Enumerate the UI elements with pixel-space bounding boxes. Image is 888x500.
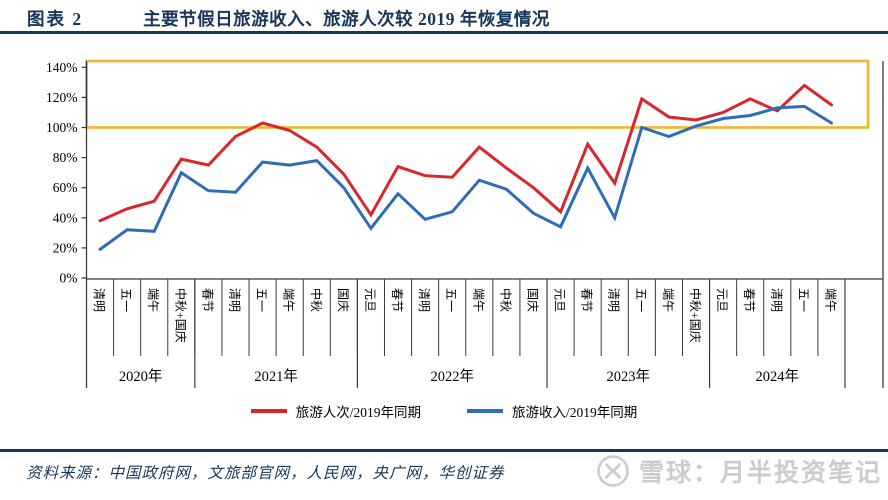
y-tick-label: 100%: [46, 120, 78, 135]
xueqiu-logo-icon: [597, 455, 629, 487]
holiday-label: 国庆: [525, 288, 539, 312]
holiday-label: 中秋+国庆: [688, 288, 703, 343]
year-label: 2020年: [119, 368, 163, 385]
holiday-label: 春节: [742, 288, 756, 312]
figure-title: 主要节假日旅游收入、旅游人次较 2019 年恢复情况: [143, 9, 550, 29]
holiday-label: 清明: [607, 288, 621, 312]
series-line-1: [98, 104, 833, 251]
holiday-label: 端午: [471, 288, 485, 312]
legend-item-revenue: 旅游收入/2019年同期: [467, 401, 637, 421]
holiday-label: 春节: [580, 288, 594, 312]
holiday-label: 端午: [146, 288, 160, 312]
holiday-label: 元旦: [363, 288, 377, 312]
figure-header: 图表 2 主要节假日旅游收入、旅游人次较 2019 年恢复情况: [27, 6, 550, 31]
chart-legend: 旅游人次/2019年同期 旅游收入/2019年同期: [0, 401, 888, 421]
y-tick-label: 60%: [53, 180, 78, 195]
holiday-label: 端午: [661, 288, 675, 312]
holiday-label: 清明: [417, 288, 431, 312]
legend-label-trips: 旅游人次/2019年同期: [295, 405, 421, 420]
chart-area: 0% 20% 40% 60% 80% 100% 120% 140% 清明 五一 端午 中秋+国庆 202…: [0, 44, 888, 392]
year-label: 2022年: [430, 368, 474, 385]
holiday-label: 五一: [119, 288, 133, 312]
holiday-label: 清明: [227, 288, 241, 312]
legend-line-red-icon: [250, 409, 287, 413]
holiday-label: 五一: [444, 288, 458, 312]
year-label: 2021年: [254, 368, 298, 385]
y-tick-label: 0%: [60, 271, 78, 286]
y-tick-label: 80%: [53, 150, 78, 165]
year-label: 2024年: [756, 368, 800, 385]
holiday-label: 五一: [634, 288, 648, 312]
watermark-text: 雪球：月半投资笔记: [638, 459, 882, 487]
axes-frame: [85, 61, 884, 388]
holiday-label: 五一: [796, 288, 810, 312]
legend-item-trips: 旅游人次/2019年同期: [250, 401, 421, 421]
holiday-label: 元旦: [553, 288, 567, 312]
highlight-box-above-100pct: [85, 59, 870, 129]
line-chart: 0%20%40%60%80%100%120%140%清明 五一 端午 中秋+国庆202…: [46, 59, 884, 388]
holiday-label: 清明: [92, 288, 106, 312]
holiday-label: 元旦: [715, 288, 729, 312]
y-tick-label: 140%: [46, 60, 78, 75]
holiday-label: 端午: [282, 288, 296, 312]
figure-label: 图表 2: [27, 9, 84, 29]
holiday-label: 端午: [823, 288, 837, 312]
legend-label-revenue: 旅游收入/2019年同期: [512, 405, 638, 420]
holiday-label: 中秋: [309, 288, 324, 312]
year-label: 2023年: [607, 368, 651, 385]
holiday-label: 清明: [769, 288, 783, 312]
footer-divider: [0, 449, 888, 452]
holiday-label: 春节: [200, 288, 214, 312]
y-tick-label: 40%: [53, 210, 78, 225]
holiday-label: 中秋+国庆: [173, 288, 188, 343]
holiday-label: 春节: [390, 288, 404, 312]
holiday-label: 五一: [255, 288, 269, 312]
holiday-label: 中秋: [498, 288, 513, 312]
source-text: 资料来源：中国政府网，文旅部官网，人民网，央广网，华创证券: [26, 465, 505, 482]
title-divider: [0, 31, 888, 34]
y-tick-label: 20%: [53, 240, 78, 255]
watermark: 雪球：月半投资笔记: [595, 453, 882, 489]
y-tick-label: 120%: [46, 90, 78, 105]
holiday-label: 国庆: [336, 288, 350, 312]
legend-line-blue-icon: [467, 409, 503, 413]
series-line-0: [98, 83, 833, 223]
